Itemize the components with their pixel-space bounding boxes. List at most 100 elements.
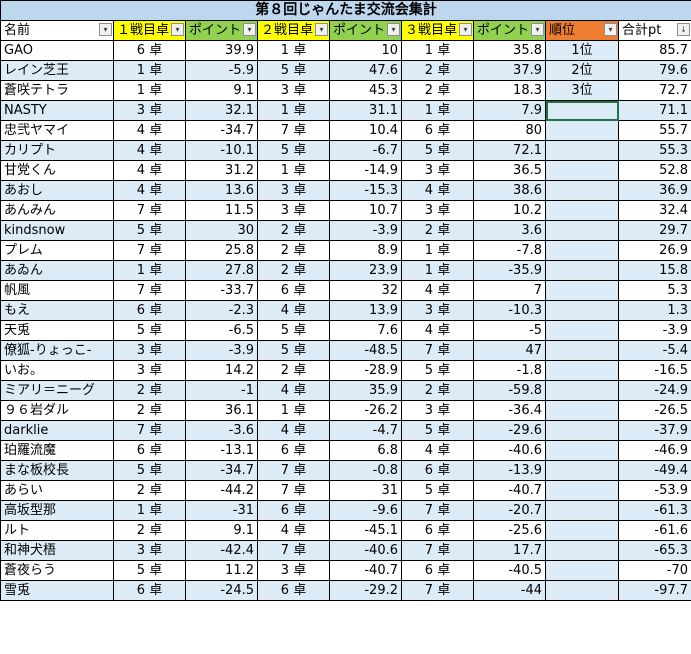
cell[interactable]: -40.7 (473, 480, 546, 501)
cell[interactable]: 4 卓 (257, 380, 330, 401)
filter-dropdown-icon[interactable]: ▾ (171, 23, 184, 36)
cell[interactable]: -49.4 (617, 460, 691, 481)
column-header-4[interactable]: ポイント ▾ (329, 20, 402, 41)
cell[interactable]: 7 卓 (257, 460, 330, 481)
cell[interactable]: 35.9 (329, 380, 402, 401)
cell[interactable]: 3 卓 (257, 80, 330, 101)
cell[interactable]: -4.7 (329, 420, 402, 441)
cell[interactable]: 和神犬梧 (0, 540, 114, 561)
cell[interactable]: 5 卓 (113, 560, 186, 581)
cell[interactable]: 5 卓 (401, 420, 474, 441)
column-header-5[interactable]: ３戦目卓 ▾ (401, 20, 474, 41)
cell[interactable]: 珀羅流魔 (0, 440, 114, 461)
cell[interactable]: 5 卓 (113, 320, 186, 341)
cell[interactable]: 4 卓 (401, 440, 474, 461)
cell[interactable] (545, 560, 619, 581)
cell[interactable]: 31 (329, 480, 402, 501)
cell[interactable]: darklie (0, 420, 114, 441)
cell[interactable]: 47 (473, 340, 546, 361)
filter-dropdown-icon[interactable]: ▾ (243, 23, 256, 36)
cell[interactable]: ９６岩ダル (0, 400, 114, 421)
cell[interactable]: 6 卓 (113, 40, 186, 61)
cell[interactable]: 4 卓 (113, 140, 186, 161)
cell[interactable] (545, 300, 619, 321)
cell[interactable]: 9.1 (185, 80, 258, 101)
cell[interactable]: 35.8 (473, 40, 546, 61)
cell[interactable]: 7 卓 (257, 480, 330, 501)
cell[interactable]: -42.4 (185, 540, 258, 561)
column-header-2[interactable]: ポイント ▾ (185, 20, 258, 41)
cell[interactable]: -36.4 (473, 400, 546, 421)
cell[interactable]: -40.6 (329, 540, 402, 561)
cell[interactable]: 4 卓 (257, 520, 330, 541)
column-header-0[interactable]: 名前 ▾ (0, 20, 114, 41)
cell[interactable]: 4 卓 (257, 300, 330, 321)
cell[interactable]: 36.9 (617, 180, 691, 201)
cell[interactable]: 10.4 (329, 120, 402, 141)
cell[interactable]: -24.5 (185, 580, 258, 601)
cell[interactable]: 6 卓 (113, 440, 186, 461)
cell[interactable]: 7 卓 (113, 200, 186, 221)
cell[interactable] (545, 100, 619, 121)
cell[interactable]: 23.9 (329, 260, 402, 281)
cell[interactable]: 4 卓 (113, 160, 186, 181)
sheet-title[interactable]: 第８回じゃんたま交流会集計 (0, 0, 691, 21)
filter-dropdown-icon[interactable]: ▾ (531, 23, 544, 36)
cell[interactable]: 18.3 (473, 80, 546, 101)
column-header-6[interactable]: ポイント ▾ (473, 20, 546, 41)
cell[interactable]: -44 (473, 580, 546, 601)
cell[interactable]: 7 卓 (257, 540, 330, 561)
cell[interactable] (545, 200, 619, 221)
cell[interactable] (545, 180, 619, 201)
cell[interactable]: 15.8 (617, 260, 691, 281)
cell[interactable]: 1 卓 (401, 40, 474, 61)
cell[interactable]: 7 卓 (113, 280, 186, 301)
cell[interactable]: -45.1 (329, 520, 402, 541)
cell[interactable]: 6 卓 (257, 280, 330, 301)
cell[interactable]: いお。 (0, 360, 114, 381)
column-header-1[interactable]: １戦目卓 ▾ (113, 20, 186, 41)
cell[interactable]: 79.6 (617, 60, 691, 81)
cell[interactable]: -13.9 (473, 460, 546, 481)
cell[interactable]: 2位 (545, 60, 619, 81)
cell[interactable]: 5 卓 (257, 320, 330, 341)
cell[interactable]: 5 卓 (257, 140, 330, 161)
cell[interactable]: 3 卓 (257, 200, 330, 221)
cell[interactable]: 2 卓 (401, 380, 474, 401)
cell[interactable]: 蒼咲テトラ (0, 80, 114, 101)
cell[interactable]: 1 卓 (257, 40, 330, 61)
cell[interactable]: NASTY (0, 100, 114, 121)
cell[interactable]: 6 卓 (401, 560, 474, 581)
cell[interactable]: 1 卓 (401, 240, 474, 261)
cell[interactable]: 6 卓 (257, 440, 330, 461)
cell[interactable]: 7 卓 (401, 340, 474, 361)
cell[interactable]: -70 (617, 560, 691, 581)
cell[interactable]: -61.6 (617, 520, 691, 541)
cell[interactable] (545, 360, 619, 381)
cell[interactable]: 7 (473, 280, 546, 301)
cell[interactable]: 6 卓 (401, 460, 474, 481)
cell[interactable] (545, 380, 619, 401)
cell[interactable]: -48.5 (329, 340, 402, 361)
cell[interactable]: 3 卓 (401, 400, 474, 421)
cell[interactable]: 6 卓 (257, 500, 330, 521)
cell[interactable]: -53.9 (617, 480, 691, 501)
cell[interactable] (545, 340, 619, 361)
cell[interactable] (545, 460, 619, 481)
cell[interactable]: 37.9 (473, 60, 546, 81)
filter-dropdown-icon[interactable]: ▾ (604, 23, 617, 36)
cell[interactable]: -61.3 (617, 500, 691, 521)
cell[interactable]: 6 卓 (401, 120, 474, 141)
cell[interactable]: ルト (0, 520, 114, 541)
cell[interactable]: 6.8 (329, 440, 402, 461)
cell[interactable]: 55.7 (617, 120, 691, 141)
cell[interactable]: -26.5 (617, 400, 691, 421)
cell[interactable]: -46.9 (617, 440, 691, 461)
cell[interactable]: -34.7 (185, 460, 258, 481)
cell[interactable]: あおし (0, 180, 114, 201)
cell[interactable]: 85.7 (617, 40, 691, 61)
cell[interactable]: 13.6 (185, 180, 258, 201)
cell[interactable]: -13.1 (185, 440, 258, 461)
cell[interactable]: -40.6 (473, 440, 546, 461)
cell[interactable] (545, 320, 619, 341)
